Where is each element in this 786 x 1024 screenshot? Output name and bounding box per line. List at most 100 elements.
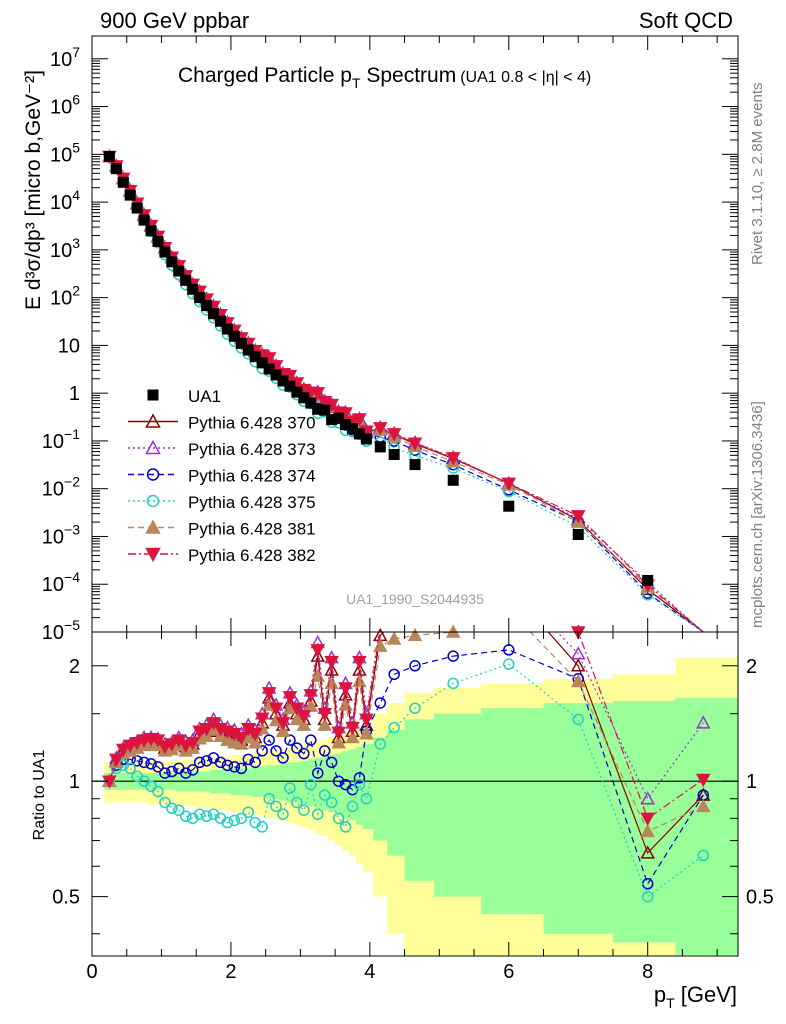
ratio-marker [291, 796, 303, 809]
stat-uncertainty-band [307, 759, 315, 807]
ratio-marker [185, 736, 200, 751]
data-point [298, 392, 310, 404]
ratio-marker [570, 646, 586, 660]
data-point [360, 433, 372, 445]
ratio-marker [352, 673, 367, 688]
ratio-marker [270, 745, 282, 757]
ratio-marker [277, 808, 289, 820]
ratio-marker [129, 736, 145, 751]
data-point [235, 337, 247, 349]
ratio-marker [318, 789, 331, 801]
ratio-y-tick-label: 2 [746, 656, 757, 678]
data-point [249, 351, 261, 363]
data-point [221, 323, 233, 335]
plot-title-cut: (UA1 0.8 < |η| < 4) [460, 69, 591, 86]
y-tick-label: 105 [50, 139, 80, 166]
data-point [152, 235, 164, 247]
legend: UA1 Pythia 6.428 370 Pythia 6.428 373 Pythi… [128, 387, 316, 565]
ratio-marker [235, 812, 248, 825]
ratio-marker [407, 627, 423, 642]
x-axis-label: pT [GeV] [654, 982, 737, 1011]
data-point [145, 225, 157, 237]
ratio-marker [640, 812, 655, 826]
ratio-marker [345, 729, 360, 744]
ratio-marker [242, 806, 255, 818]
x-axis-label-rest: [GeV] [675, 982, 737, 1007]
ratio-marker [166, 802, 178, 815]
ratio-marker [115, 743, 131, 758]
data-point [319, 404, 331, 416]
data-point [346, 423, 358, 435]
legend-marker [145, 519, 161, 534]
ratio-marker [200, 810, 213, 823]
legend-label: Pythia 6.428 374 [188, 467, 316, 486]
data-point [180, 274, 192, 286]
ratio-marker [270, 800, 282, 813]
ratio-marker [220, 732, 235, 746]
ratio-marker [332, 775, 345, 787]
ratio-marker [228, 814, 241, 827]
plot-title: Charged Particle pT Spectrum (UA1 0.8 < |… [178, 64, 591, 91]
ratio-marker [374, 738, 387, 750]
ratio-marker [388, 721, 400, 734]
y-tick-label: 10−5 [42, 617, 80, 644]
ratio-marker [157, 740, 173, 755]
spectrum-frame [91, 35, 739, 633]
ratio-marker [254, 712, 270, 726]
stat-uncertainty-band [404, 719, 435, 881]
data-point [110, 163, 122, 175]
ratio-marker [346, 800, 359, 813]
y-axis-label-ratio: Ratio to UA1 [31, 750, 48, 841]
ratio-series [102, 624, 711, 903]
data-point [503, 500, 515, 512]
ratio-marker [317, 717, 332, 731]
data-point [103, 151, 115, 163]
ratio-marker [640, 791, 655, 805]
legend-label: Pythia 6.428 373 [188, 440, 316, 459]
spectrum-marker [352, 413, 367, 427]
ratio-marker [331, 735, 346, 749]
legend-marker [145, 547, 161, 563]
ratio-marker [338, 697, 353, 711]
ratio-marker [247, 735, 263, 749]
y-tick-label: 10 [58, 335, 80, 357]
spectrum-markers [102, 148, 704, 633]
stat-uncertainty-band [355, 746, 363, 825]
ratio-marker [640, 845, 655, 859]
ratio-marker [360, 792, 373, 805]
mcplots-label: mcplots.cern.ch [arXiv:1306.3436] [749, 401, 766, 628]
data-point [277, 375, 289, 387]
x-tick-label: 2 [225, 961, 236, 983]
ratio-marker [298, 804, 310, 816]
ratio-marker [261, 687, 277, 701]
stat-uncertainty-band [675, 697, 738, 955]
ratio-marker [221, 816, 234, 829]
ratio-marker [289, 702, 305, 716]
spectrum-marker [445, 452, 461, 466]
ratio-marker [242, 753, 255, 766]
ratio-marker [234, 731, 249, 746]
x-axis-label-sub: T [666, 995, 675, 1011]
spectrum-marker [570, 510, 586, 524]
ratio-marker [131, 755, 143, 767]
data-point [194, 292, 206, 304]
ratio-marker [305, 734, 317, 746]
ratio-y-tick-label: 0.5 [746, 887, 774, 909]
analysis-tag: UA1_1990_S2044935 [346, 591, 484, 607]
legend-label: Pythia 6.428 382 [188, 546, 316, 565]
legend-marker [146, 468, 160, 481]
ratio-marker [199, 723, 214, 737]
ratio-marker [166, 765, 178, 778]
plot-title-main: Charged Particle p [178, 64, 352, 87]
data-point [228, 330, 240, 342]
data-point [124, 189, 136, 201]
ratio-marker [180, 767, 192, 779]
ratio-marker [247, 727, 263, 742]
legend-marker-data [147, 389, 159, 401]
legend-label: Pythia 6.428 375 [188, 493, 316, 512]
ratio-marker [353, 772, 366, 784]
ratio-ticks: 0 2 4 6 8 0.5 0.5 1 1 2 2 [52, 632, 774, 983]
ratio-marker [296, 710, 312, 724]
ratio-y-tick-label: 2 [69, 656, 80, 678]
data-point [242, 344, 254, 356]
